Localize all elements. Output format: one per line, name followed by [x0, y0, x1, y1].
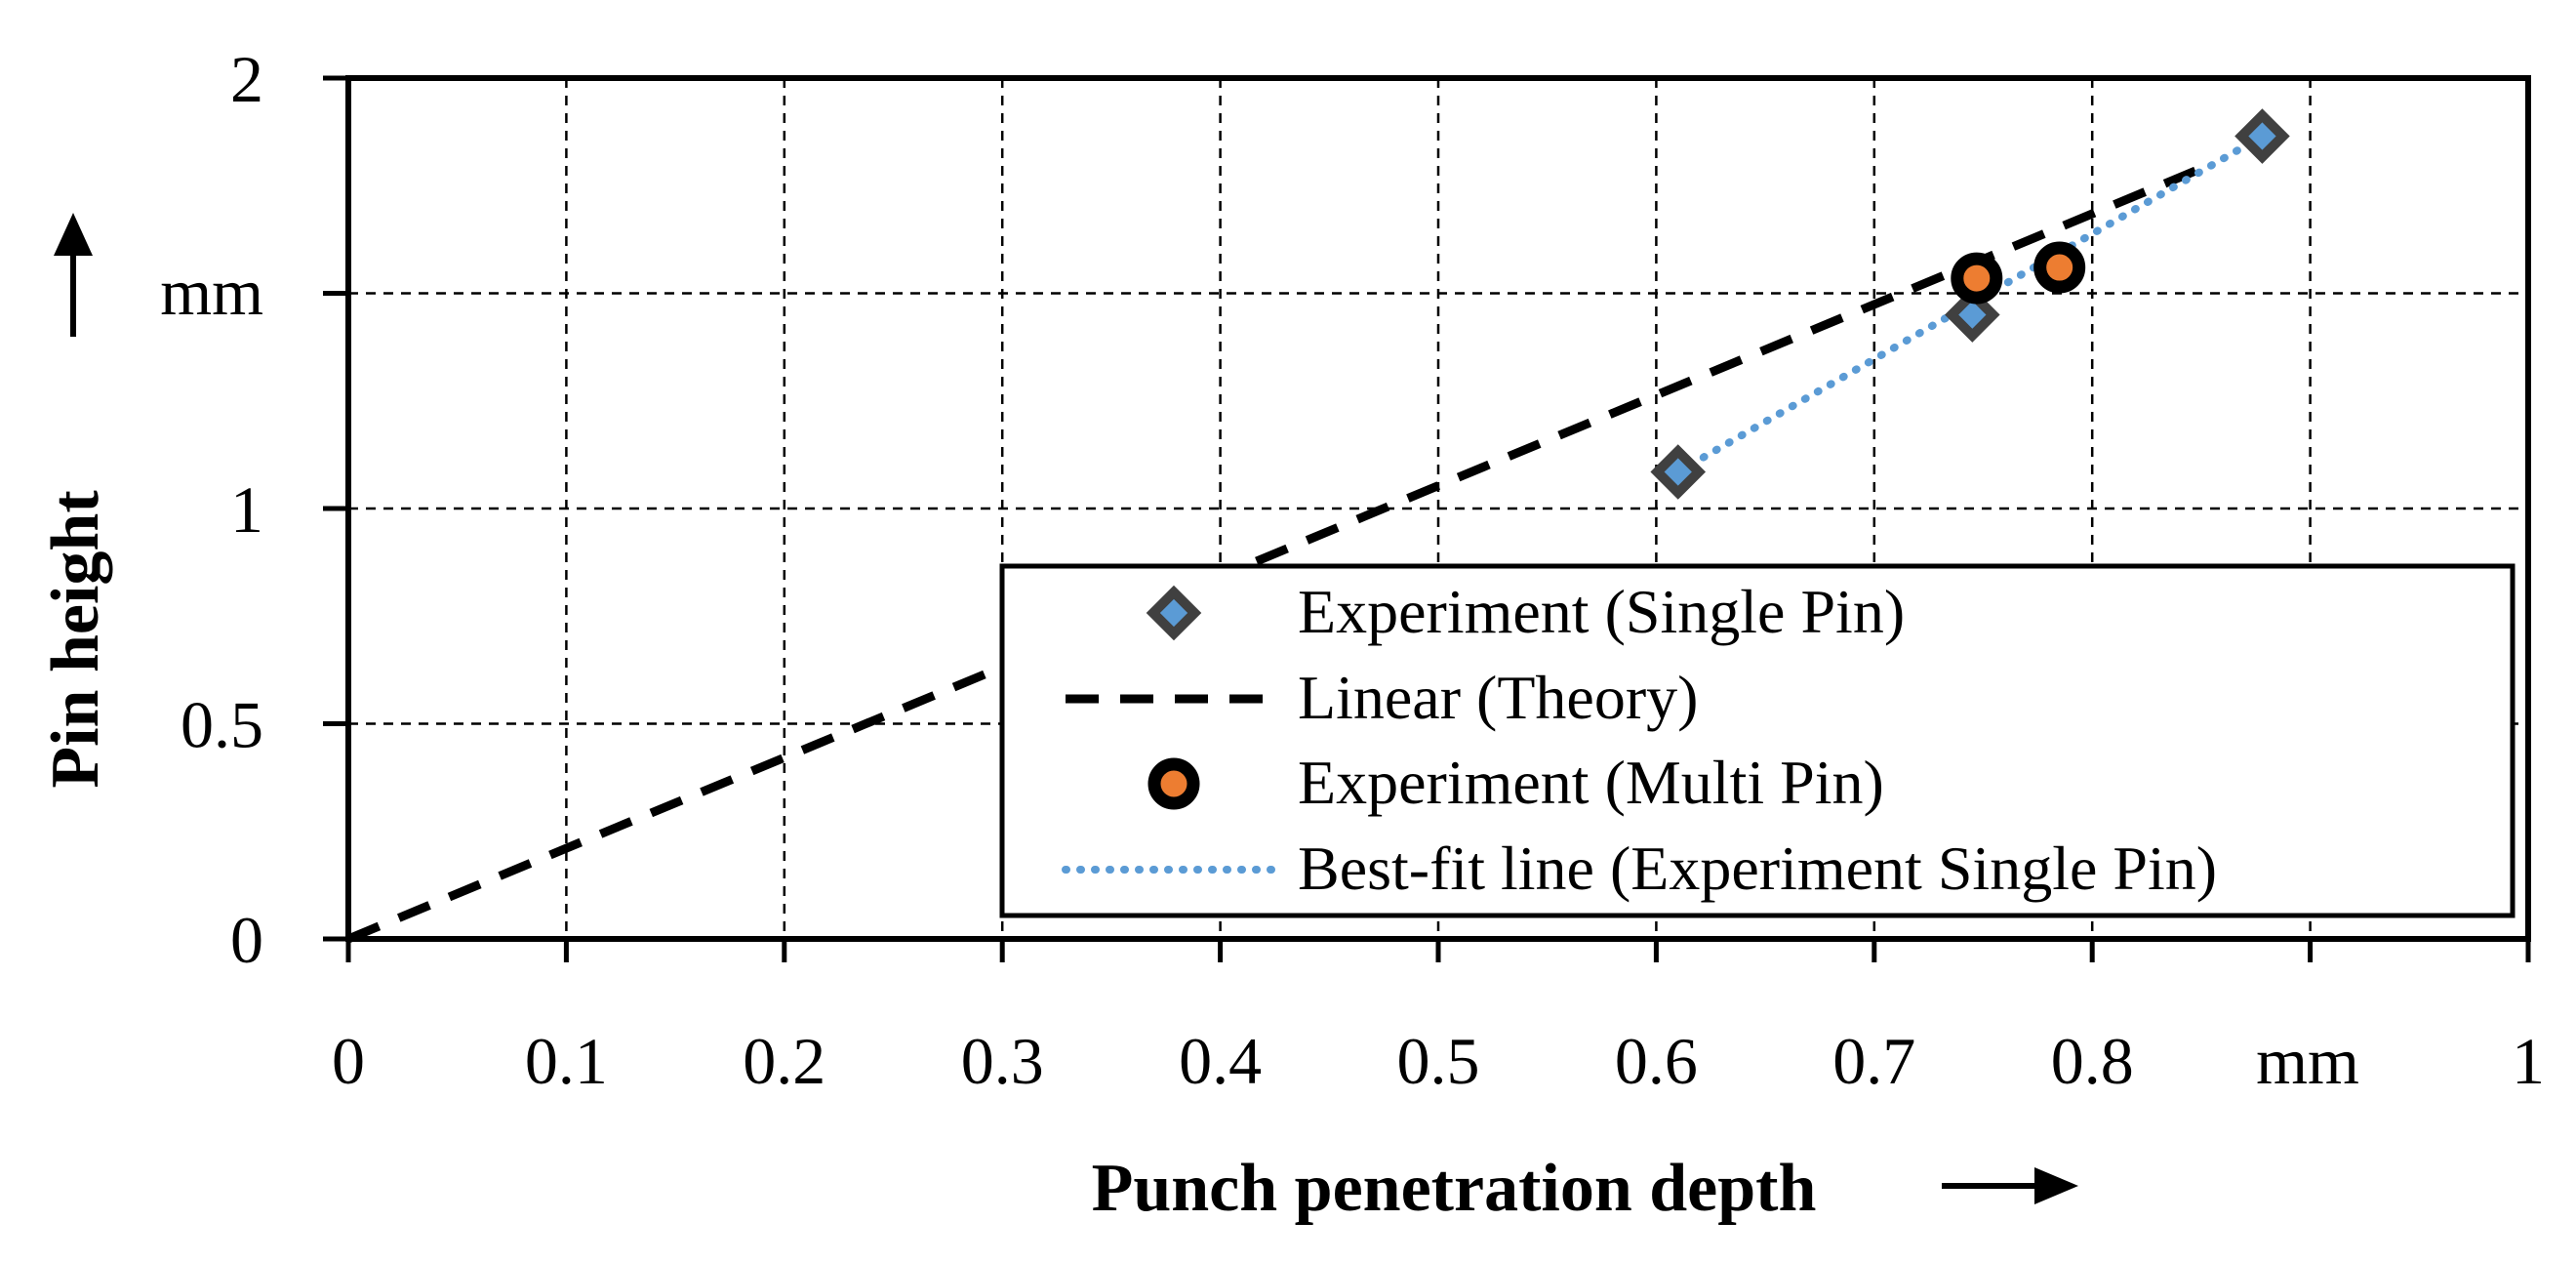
legend-item-multi-pin: Experiment (Multi Pin)	[1147, 748, 1884, 817]
x-tick-label: 0.8	[2051, 1024, 2134, 1098]
legend-box	[999, 563, 2516, 918]
x-tick-label: 0.1	[525, 1024, 608, 1098]
legend: Experiment (Single Pin) Linear (Theory) …	[999, 563, 2516, 918]
single-pin-point	[2234, 108, 2290, 164]
legend-item-single-pin: Experiment (Single Pin)	[1146, 577, 1905, 646]
x-tick-label: 0.2	[743, 1024, 825, 1098]
legend-item-theory: Linear (Theory)	[1066, 663, 1698, 732]
legend-label-best-fit: Best-fit line (Experiment Single Pin)	[1298, 834, 2217, 903]
x-tick-label: 0.4	[1179, 1024, 1262, 1098]
y-tick-label: 0	[230, 903, 263, 977]
y-axis-arrow	[54, 213, 93, 337]
x-tick-label: 0.6	[1615, 1024, 1698, 1098]
legend-item-best-fit: Best-fit line (Experiment Single Pin)	[1062, 834, 2217, 903]
y-tick-label: 0.5	[181, 688, 263, 762]
x-tick-label: 0.3	[961, 1024, 1044, 1098]
y-axis-title: Pin height	[38, 490, 113, 788]
legend-diamond-icon	[1146, 585, 1202, 641]
legend-label-single-pin: Experiment (Single Pin)	[1298, 577, 1905, 646]
x-tick-label: 0.7	[1832, 1024, 1915, 1098]
x-axis-arrow	[1942, 1167, 2078, 1204]
single-pin-point	[1945, 287, 2000, 343]
legend-circle-icon	[1147, 757, 1200, 810]
theory-line	[346, 164, 2203, 944]
x-tick-label: 1	[2512, 1024, 2545, 1098]
single-pin-point	[1650, 444, 1707, 500]
x-tick-label: 0	[332, 1024, 365, 1098]
y-axis-unit: mm	[160, 255, 263, 329]
y-tick-label: 2	[230, 42, 263, 116]
x-axis-unit: mm	[2256, 1024, 2359, 1098]
plot-series	[346, 108, 2290, 944]
multi-pin-point	[2033, 241, 2086, 294]
legend-label-theory: Linear (Theory)	[1298, 663, 1698, 732]
x-tick-label: 0.5	[1397, 1024, 1480, 1098]
axis-ticks: 0 0.1 0.2 0.3 0.4 0.5 0.6 0.7 0.8 1 0 0.5 1 2	[181, 42, 2545, 1098]
x-axis-title: Punch penetration depth	[1092, 1151, 1817, 1226]
y-tick-label: 1	[230, 472, 263, 547]
legend-label-multi-pin: Experiment (Multi Pin)	[1298, 748, 1884, 817]
multi-pin-point	[1951, 252, 2003, 305]
